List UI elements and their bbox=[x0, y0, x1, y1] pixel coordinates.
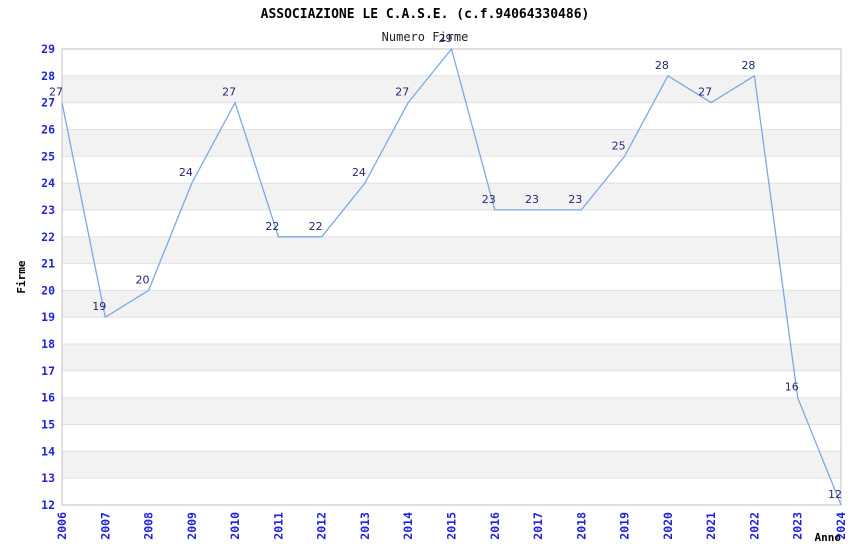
y-axis-tick-labels: 12 13 14 15 16 17 18 19 20 21 22 23 24 25 26 27 28 29 bbox=[41, 42, 55, 512]
data-point-label: 23 bbox=[482, 193, 496, 206]
x-tick-label: 2020 bbox=[661, 512, 675, 540]
data-point-label: 19 bbox=[92, 300, 106, 313]
x-tick-label: 2018 bbox=[574, 512, 588, 540]
plot-band bbox=[62, 344, 841, 371]
y-tick-label: 21 bbox=[41, 257, 55, 271]
data-point-label: 28 bbox=[655, 59, 669, 72]
data-point-label: 27 bbox=[395, 86, 409, 99]
data-point-label: 16 bbox=[785, 381, 799, 394]
y-tick-label: 28 bbox=[41, 69, 55, 83]
y-tick-label: 14 bbox=[41, 444, 55, 458]
y-tick-label: 23 bbox=[41, 203, 55, 217]
plot-bands bbox=[62, 75, 841, 479]
gridlines bbox=[62, 48, 841, 506]
plot-band bbox=[62, 290, 841, 318]
y-tick-label: 27 bbox=[41, 96, 55, 110]
data-point-label: 12 bbox=[828, 488, 842, 501]
data-point-label: 24 bbox=[179, 166, 193, 179]
data-point-label: 20 bbox=[136, 273, 150, 286]
y-tick-label: 26 bbox=[41, 122, 55, 136]
x-tick-label: 2024 bbox=[834, 512, 848, 540]
y-tick-label: 25 bbox=[41, 149, 55, 163]
x-tick-label: 2009 bbox=[185, 512, 199, 540]
y-tick-label: 29 bbox=[41, 42, 55, 56]
y-tick-label: 19 bbox=[41, 310, 55, 324]
x-tick-label: 2022 bbox=[747, 512, 761, 540]
y-axis-title: Firme bbox=[15, 260, 28, 293]
data-point-label: 22 bbox=[309, 220, 323, 233]
x-tick-label: 2014 bbox=[401, 512, 415, 540]
y-tick-label: 17 bbox=[41, 364, 55, 378]
x-tick-label: 2012 bbox=[315, 512, 329, 540]
chart-subtitle: Numero Firme bbox=[382, 30, 469, 44]
data-point-label: 27 bbox=[698, 86, 712, 99]
data-point-label: 29 bbox=[439, 32, 453, 45]
x-tick-label: 2016 bbox=[488, 512, 502, 540]
data-point-label: 27 bbox=[49, 86, 63, 99]
data-point-label: 24 bbox=[352, 166, 366, 179]
x-tick-label: 2019 bbox=[618, 512, 632, 540]
x-tick-label: 2013 bbox=[358, 512, 372, 540]
plot-band bbox=[62, 183, 841, 210]
data-point-labels: 27 19 20 24 27 22 22 24 27 29 23 23 23 25 28 27 28 16 12 bbox=[49, 32, 842, 501]
data-point-label: 22 bbox=[265, 220, 279, 233]
y-tick-label: 15 bbox=[41, 418, 55, 432]
x-tick-label: 2023 bbox=[791, 512, 805, 540]
x-tick-label: 2011 bbox=[271, 512, 285, 540]
y-tick-label: 22 bbox=[41, 230, 55, 244]
x-axis-tick-labels: 2006 2007 2008 2009 2010 2011 2012 2013 2014 2015… bbox=[55, 512, 848, 540]
plot-band bbox=[62, 129, 841, 157]
y-tick-label: 16 bbox=[41, 391, 55, 405]
x-tick-label: 2015 bbox=[445, 512, 459, 540]
plot-band bbox=[62, 75, 841, 103]
x-tick-label: 2007 bbox=[98, 512, 112, 540]
series-line bbox=[61, 47, 842, 506]
x-tick-label: 2006 bbox=[55, 512, 69, 540]
x-tick-label: 2008 bbox=[142, 512, 156, 540]
plot-border-rect bbox=[61, 48, 842, 506]
data-point-label: 25 bbox=[612, 139, 626, 152]
x-axis-title: Anno bbox=[815, 531, 842, 544]
data-point-label: 23 bbox=[568, 193, 582, 206]
plot-band bbox=[62, 397, 841, 425]
plot-band bbox=[62, 236, 841, 264]
y-tick-label: 20 bbox=[41, 283, 55, 297]
y-tick-label: 12 bbox=[41, 498, 55, 512]
chart-title: ASSOCIAZIONE LE C.A.S.E. (c.f.9406433048… bbox=[261, 7, 590, 22]
data-point-label: 28 bbox=[741, 59, 755, 72]
plot-band bbox=[62, 451, 841, 479]
x-tick-label: 2010 bbox=[228, 512, 242, 540]
x-tick-label: 2021 bbox=[704, 512, 718, 540]
y-tick-label: 18 bbox=[41, 337, 55, 351]
x-tick-label: 2017 bbox=[531, 512, 545, 540]
data-point-label: 27 bbox=[222, 86, 236, 99]
series-lines bbox=[61, 47, 842, 506]
y-tick-label: 24 bbox=[41, 176, 55, 190]
y-tick-label: 13 bbox=[41, 471, 55, 485]
plot-border bbox=[61, 48, 842, 506]
data-point-label: 23 bbox=[525, 193, 539, 206]
